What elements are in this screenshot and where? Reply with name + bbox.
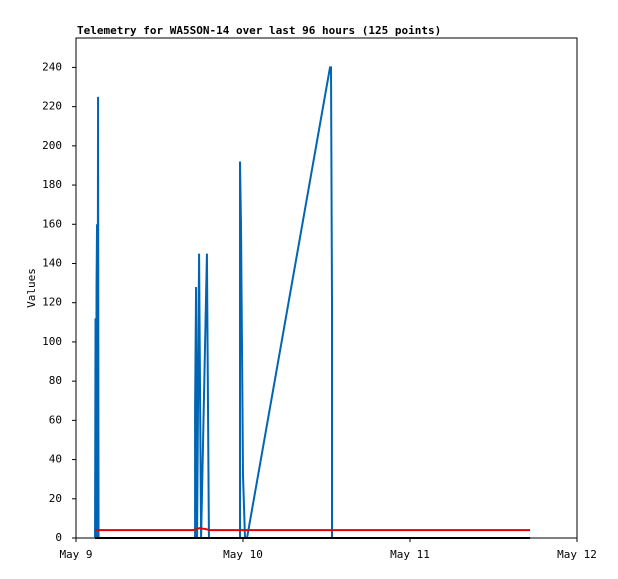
y-tick-label: 60 — [49, 413, 62, 426]
y-axis-label: Values — [25, 268, 38, 308]
x-tick-label: May 9 — [59, 548, 92, 561]
x-tick-label: May 11 — [390, 548, 430, 561]
x-tick-label: May 12 — [557, 548, 597, 561]
y-tick-label: 80 — [49, 374, 62, 387]
series-line — [94, 66, 334, 539]
y-tick-label: 120 — [42, 296, 62, 309]
y-tick-label: 140 — [42, 256, 62, 269]
chart-title: Telemetry for WA5SON-14 over last 96 hou… — [77, 24, 441, 37]
y-tick-label: 40 — [49, 453, 62, 466]
y-tick-label: 20 — [49, 492, 62, 505]
series-line — [95, 527, 531, 532]
y-tick-label: 100 — [42, 335, 62, 348]
y-tick-label: 160 — [42, 217, 62, 230]
y-tick-label: 200 — [42, 139, 62, 152]
x-tick-label: May 10 — [223, 548, 263, 561]
y-tick-label: 180 — [42, 178, 62, 191]
plot-frame — [75, 37, 578, 539]
y-tick-label: 0 — [55, 531, 62, 544]
y-tick-label: 220 — [42, 100, 62, 113]
y-tick-label: 240 — [42, 60, 62, 73]
